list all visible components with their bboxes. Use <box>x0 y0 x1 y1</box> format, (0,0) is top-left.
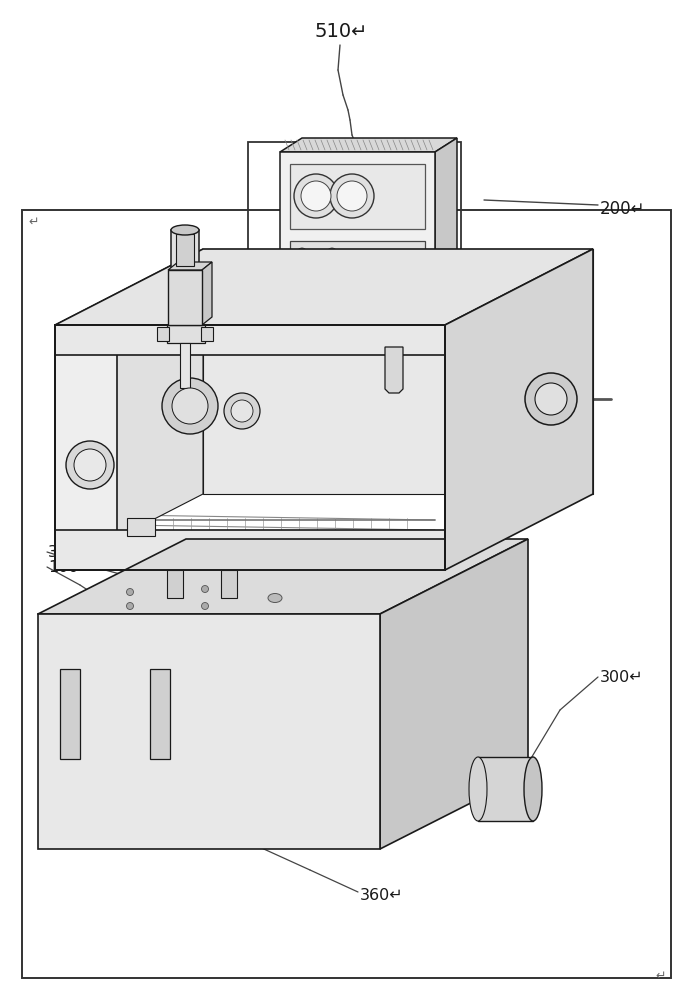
Polygon shape <box>445 249 593 570</box>
Circle shape <box>375 258 385 268</box>
Text: +: + <box>292 337 300 347</box>
Ellipse shape <box>524 757 542 821</box>
Text: –: – <box>407 337 412 347</box>
Bar <box>127 518 155 536</box>
Circle shape <box>74 449 106 481</box>
Circle shape <box>535 383 567 415</box>
Bar <box>60 669 80 759</box>
Bar <box>290 241 425 301</box>
Bar <box>290 164 425 229</box>
Text: 310↵: 310↵ <box>530 390 574 405</box>
Text: 100↵: 100↵ <box>48 560 92 575</box>
Polygon shape <box>168 262 212 270</box>
Bar <box>38 614 380 849</box>
Circle shape <box>127 588 134 595</box>
Circle shape <box>201 602 208 609</box>
Circle shape <box>297 248 307 258</box>
Circle shape <box>301 181 331 211</box>
Ellipse shape <box>469 757 487 821</box>
Circle shape <box>172 388 208 424</box>
Bar <box>171 230 199 270</box>
Circle shape <box>525 373 577 425</box>
Circle shape <box>127 602 134 609</box>
Circle shape <box>294 174 338 218</box>
Polygon shape <box>435 138 457 350</box>
Circle shape <box>355 276 365 286</box>
Polygon shape <box>55 249 593 325</box>
Polygon shape <box>203 249 593 494</box>
Circle shape <box>297 268 307 278</box>
Circle shape <box>66 441 114 489</box>
Bar <box>180 343 190 388</box>
Text: ↵: ↵ <box>655 970 665 983</box>
Bar <box>55 325 445 570</box>
Bar <box>201 327 213 341</box>
Bar <box>22 210 671 978</box>
Text: 30↵: 30↵ <box>463 615 496 630</box>
Text: 510↵: 510↵ <box>315 22 368 41</box>
Circle shape <box>327 248 337 258</box>
Bar <box>150 669 170 759</box>
Ellipse shape <box>268 593 282 602</box>
Circle shape <box>330 174 374 218</box>
Polygon shape <box>385 347 403 393</box>
Bar <box>168 270 202 325</box>
Circle shape <box>201 585 208 592</box>
Bar <box>157 327 169 341</box>
Ellipse shape <box>171 225 199 235</box>
Bar <box>167 570 183 598</box>
Text: ↵: ↵ <box>28 216 38 229</box>
Text: 300↵: 300↵ <box>600 670 644 685</box>
Polygon shape <box>280 138 457 152</box>
Polygon shape <box>380 539 528 849</box>
Polygon shape <box>55 249 203 570</box>
Circle shape <box>224 393 260 429</box>
Text: 360↵: 360↵ <box>360 888 403 903</box>
Bar <box>55 325 445 355</box>
Circle shape <box>337 181 367 211</box>
Text: 320↵: 320↵ <box>48 545 92 560</box>
Circle shape <box>414 341 420 347</box>
Circle shape <box>231 400 253 422</box>
Bar <box>221 570 237 598</box>
Bar <box>55 530 445 570</box>
Circle shape <box>162 378 218 434</box>
Bar <box>280 152 435 350</box>
Text: 200↵: 200↵ <box>600 200 645 218</box>
Text: Velne ypeite ypeu: Velne ypeite ypeu <box>292 315 360 323</box>
Bar <box>478 757 533 821</box>
Bar <box>176 234 194 266</box>
Bar <box>55 325 117 570</box>
Bar <box>167 325 205 343</box>
Polygon shape <box>38 539 528 614</box>
Text: mpя: mpя <box>315 325 331 333</box>
Bar <box>248 142 461 357</box>
Polygon shape <box>202 262 212 325</box>
